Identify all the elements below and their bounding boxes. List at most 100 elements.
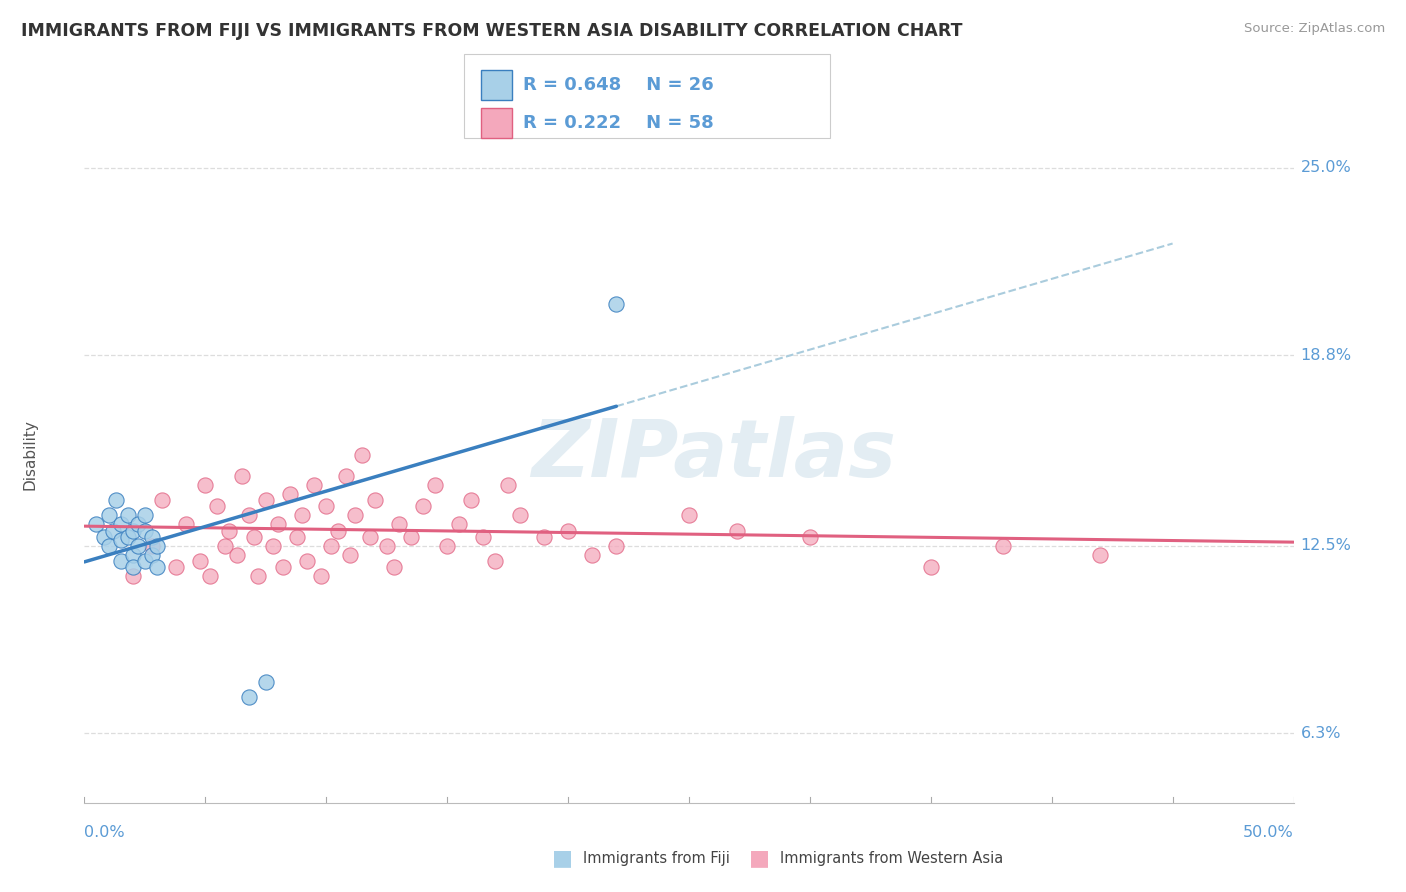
Point: [262, 539, 284, 553]
Point: [110, 533, 132, 547]
Point: [103, 524, 125, 538]
Point: [165, 559, 187, 574]
Point: [127, 517, 149, 532]
Point: [271, 559, 294, 574]
Point: [328, 524, 350, 538]
Text: 12.5%: 12.5%: [1301, 538, 1351, 553]
Point: [150, 493, 173, 508]
Point: [412, 500, 434, 514]
Point: [146, 539, 169, 553]
Point: [238, 690, 260, 704]
Point: [214, 539, 236, 553]
Point: [315, 500, 337, 514]
Point: [134, 524, 156, 538]
Point: [141, 530, 163, 544]
Point: [920, 559, 942, 574]
Text: R = 0.222    N = 58: R = 0.222 N = 58: [523, 114, 714, 132]
Point: [993, 539, 1015, 553]
Point: [141, 539, 163, 553]
Point: [363, 493, 385, 508]
Point: [533, 530, 555, 544]
Text: Source: ZipAtlas.com: Source: ZipAtlas.com: [1244, 22, 1385, 36]
Text: 25.0%: 25.0%: [1301, 160, 1351, 175]
Point: [605, 539, 627, 553]
Point: [375, 539, 398, 553]
Point: [278, 487, 301, 501]
Point: [581, 548, 603, 562]
Point: [725, 524, 748, 538]
Text: 0.0%: 0.0%: [84, 825, 125, 840]
Text: 18.8%: 18.8%: [1301, 348, 1351, 362]
Point: [344, 508, 367, 523]
Point: [238, 508, 260, 523]
Point: [207, 500, 229, 514]
Point: [97, 508, 120, 523]
Point: [678, 508, 700, 523]
Point: [198, 569, 221, 583]
Text: Immigrants from Fiji: Immigrants from Fiji: [583, 851, 730, 865]
Point: [225, 548, 247, 562]
Point: [242, 530, 264, 544]
Point: [557, 524, 579, 538]
Point: [472, 530, 495, 544]
Point: [335, 469, 357, 483]
Point: [110, 554, 132, 568]
Text: ■: ■: [553, 848, 572, 868]
Text: Disability: Disability: [22, 419, 38, 491]
Point: [97, 539, 120, 553]
Point: [605, 296, 627, 310]
Point: [146, 559, 169, 574]
Point: [247, 569, 270, 583]
Text: IMMIGRANTS FROM FIJI VS IMMIGRANTS FROM WESTERN ASIA DISABILITY CORRELATION CHAR: IMMIGRANTS FROM FIJI VS IMMIGRANTS FROM …: [21, 22, 963, 40]
Point: [436, 539, 458, 553]
Point: [1088, 548, 1111, 562]
Point: [194, 478, 217, 492]
Point: [110, 517, 132, 532]
Point: [190, 554, 212, 568]
Point: [352, 448, 374, 462]
Point: [117, 530, 139, 544]
Point: [267, 517, 290, 532]
Point: [799, 530, 821, 544]
Point: [285, 530, 308, 544]
Point: [302, 478, 325, 492]
Text: 6.3%: 6.3%: [1301, 726, 1341, 740]
Point: [291, 508, 314, 523]
Point: [295, 554, 318, 568]
Point: [359, 530, 381, 544]
Point: [254, 674, 277, 689]
Point: [399, 530, 422, 544]
Text: 50.0%: 50.0%: [1243, 825, 1294, 840]
Text: Immigrants from Western Asia: Immigrants from Western Asia: [780, 851, 1004, 865]
Point: [93, 530, 115, 544]
Point: [174, 517, 197, 532]
Point: [121, 548, 143, 562]
Point: [496, 478, 519, 492]
Point: [484, 554, 506, 568]
Point: [121, 559, 143, 574]
Point: [127, 539, 149, 553]
Point: [382, 559, 405, 574]
Point: [339, 548, 361, 562]
Text: R = 0.648    N = 26: R = 0.648 N = 26: [523, 76, 714, 94]
Point: [86, 517, 108, 532]
Point: [311, 569, 333, 583]
Point: [141, 548, 163, 562]
Point: [218, 524, 240, 538]
Point: [231, 469, 253, 483]
Point: [254, 493, 277, 508]
Point: [134, 554, 156, 568]
Point: [121, 524, 143, 538]
Point: [319, 539, 342, 553]
Point: [509, 508, 531, 523]
Point: [449, 517, 471, 532]
Point: [117, 508, 139, 523]
Point: [388, 517, 411, 532]
Point: [423, 478, 446, 492]
Point: [134, 508, 156, 523]
Text: ■: ■: [749, 848, 769, 868]
Point: [460, 493, 482, 508]
Point: [104, 493, 127, 508]
Point: [121, 569, 143, 583]
Text: ZIPatlas: ZIPatlas: [530, 416, 896, 494]
